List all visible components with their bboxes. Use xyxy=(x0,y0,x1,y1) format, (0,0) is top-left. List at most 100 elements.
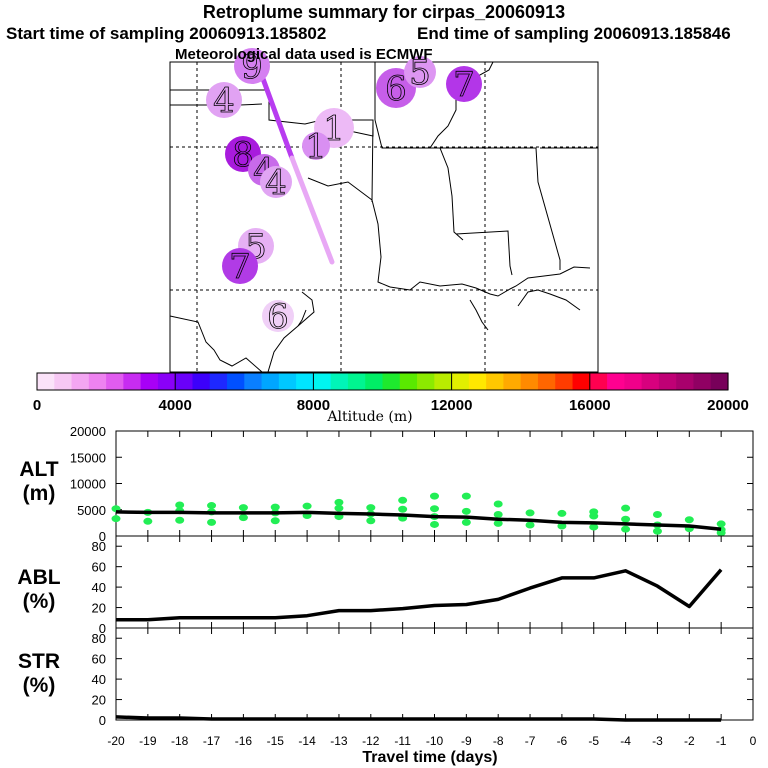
colorbar-tick-label: 4000 xyxy=(159,397,192,414)
x-tick-label: -18 xyxy=(171,734,189,748)
colorbar-tick-label: 16000 xyxy=(569,397,611,414)
x-tick-label: -12 xyxy=(362,734,380,748)
x-tick-label: -16 xyxy=(235,734,253,748)
map-marker xyxy=(404,56,436,88)
colorbar-cell xyxy=(278,373,297,390)
map-marker xyxy=(260,166,292,198)
colorbar-cell xyxy=(641,373,660,390)
y-tick-label: 20 xyxy=(92,601,106,616)
colorbar-cell xyxy=(572,373,591,390)
map-marker-label: 1 xyxy=(323,109,345,149)
colorbar-cell xyxy=(710,373,729,390)
x-tick-label: -2 xyxy=(684,734,695,748)
panel-frame xyxy=(115,535,754,629)
scatter-point xyxy=(461,507,471,515)
scatter-point xyxy=(111,515,121,523)
scatter-point xyxy=(589,512,599,520)
colorbar-cell xyxy=(313,373,332,390)
colorbar-cell xyxy=(347,373,366,390)
y-tick-label: 80 xyxy=(92,631,106,646)
x-tick-label: -3 xyxy=(652,734,663,748)
colorbar-cell xyxy=(658,373,677,390)
scatter-point xyxy=(684,516,694,524)
scatter-point xyxy=(525,521,535,529)
y-tick-label: 15000 xyxy=(70,450,106,465)
y-tick-label: 5000 xyxy=(77,503,106,518)
colorbar-cell xyxy=(589,373,608,390)
colorbar-tick-label: 12000 xyxy=(431,397,473,414)
panel-alt: 0 5000 10000 15000 20000 xyxy=(70,424,754,544)
scatter-point xyxy=(270,503,280,511)
y-tick-label: 60 xyxy=(92,652,106,667)
colorbar-tick-label: 0 xyxy=(33,397,41,414)
colorbar-cell xyxy=(88,373,107,390)
scatter-point xyxy=(461,518,471,526)
y-tick-label: 20 xyxy=(92,693,106,708)
colorbar-tick-label: 20000 xyxy=(707,397,749,414)
x-tick-label: -9 xyxy=(461,734,472,748)
y-tick-label: 0 xyxy=(99,529,106,544)
x-tick-label: -15 xyxy=(267,734,285,748)
y-tick-label: 40 xyxy=(92,672,106,687)
scatter-point xyxy=(238,514,248,522)
map-marker-label: 9 xyxy=(241,47,263,87)
y-tick-label: 20000 xyxy=(70,424,106,439)
series-line xyxy=(116,568,723,622)
chart-title: Retroplume summary for cirpas_20060913 xyxy=(202,2,566,22)
scatter-point xyxy=(430,505,439,513)
scatter-point xyxy=(302,502,312,510)
colorbar-frame xyxy=(36,372,729,391)
x-tick-label: -5 xyxy=(588,734,599,748)
map-marker-label: 7 xyxy=(229,247,251,287)
trajectory-streaks xyxy=(259,73,335,265)
x-tick-label: -8 xyxy=(493,734,504,748)
colorbar: 0 4000 8000 12000 16000 20000 xyxy=(33,372,749,414)
colorbar-tick-label: 8000 xyxy=(297,397,330,414)
map-marker xyxy=(262,300,294,332)
scatter-point xyxy=(207,518,217,526)
x-tick-label: -11 xyxy=(394,734,411,748)
x-tick-label: -7 xyxy=(525,734,536,748)
x-tick-label: -13 xyxy=(330,734,348,748)
colorbar-cell xyxy=(37,373,55,390)
map-marker-label: 1 xyxy=(305,127,327,167)
scatter-point xyxy=(493,500,503,508)
met-data-label: Meteorological data used is ECMWF xyxy=(175,46,433,63)
scatter-point xyxy=(334,504,344,512)
colorbar-cell xyxy=(468,373,487,390)
map-marker xyxy=(302,132,330,160)
colorbar-cell xyxy=(555,373,574,390)
x-tick-label: -1 xyxy=(716,734,727,748)
colorbar-cell xyxy=(693,373,712,390)
str-axis-label: STR (%) xyxy=(18,650,60,697)
scatter-point xyxy=(557,509,567,517)
scatter-point xyxy=(430,520,439,528)
scatter-point xyxy=(557,522,567,530)
colorbar-cell xyxy=(140,373,159,390)
colorbar-cell xyxy=(434,373,453,390)
colorbar-cell xyxy=(607,373,625,390)
scatter-point xyxy=(621,515,631,523)
colorbar-cell xyxy=(382,373,401,390)
scatter-point xyxy=(493,519,503,527)
scatter-point xyxy=(716,520,726,528)
colorbar-cell xyxy=(261,373,280,390)
map-frame xyxy=(169,61,599,373)
colorbar-cell xyxy=(624,373,643,390)
scatter-point xyxy=(525,509,535,517)
scatter-point xyxy=(175,516,185,524)
streak-upper xyxy=(259,73,295,161)
map-gridlines xyxy=(170,62,598,372)
y-tick-label: 40 xyxy=(92,580,106,595)
x-tick-label: -10 xyxy=(426,734,444,748)
colorbar-cell xyxy=(123,373,142,390)
map-marker-label: 8 xyxy=(232,135,254,175)
map-marker xyxy=(446,66,482,102)
panel-abl: 0 20 40 60 80 xyxy=(92,535,754,636)
x-axis-label: Travel time (days) xyxy=(362,749,498,766)
scatter-point xyxy=(652,527,662,535)
colorbar-cell xyxy=(676,373,695,390)
streak-lower xyxy=(289,155,335,265)
scatter-point xyxy=(652,510,662,518)
